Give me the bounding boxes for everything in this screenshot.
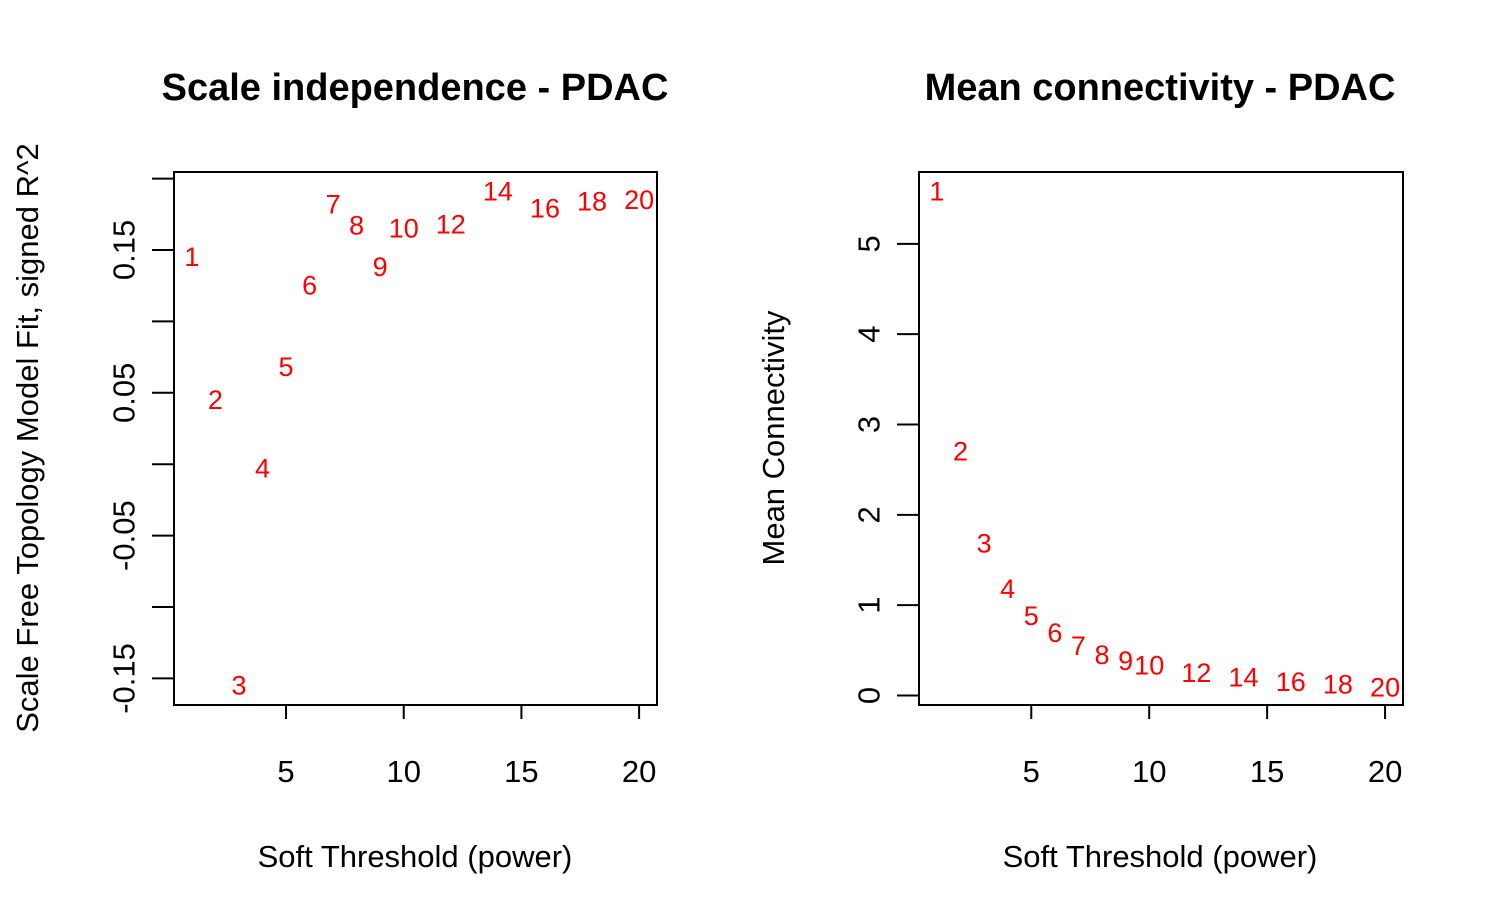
x-axis-label: Soft Threshold (power) — [258, 839, 573, 874]
data-point: 1 — [929, 176, 944, 206]
data-point: 5 — [1024, 601, 1039, 631]
data-point: 14 — [483, 176, 513, 206]
data-point: 7 — [1071, 631, 1086, 661]
x-tick-label: 15 — [1250, 754, 1284, 789]
x-tick-label: 10 — [386, 754, 420, 789]
x-axis-label: Soft Threshold (power) — [1003, 839, 1318, 874]
data-point: 3 — [977, 529, 992, 559]
data-point: 18 — [1323, 670, 1353, 700]
y-tick-label: 2 — [852, 506, 887, 523]
data-point: 3 — [231, 671, 246, 701]
y-tick-label: 0.05 — [107, 363, 142, 423]
y-axis-label: Scale Free Topology Model Fit, signed R^… — [10, 143, 45, 733]
x-tick-label: 5 — [277, 754, 294, 789]
data-point: 9 — [1118, 646, 1133, 676]
y-tick-label: 1 — [852, 597, 887, 614]
x-axis: 5 10 15 20 — [277, 704, 656, 789]
scale-independence-panel: Scale independence - PDAC Soft Threshold… — [10, 67, 668, 874]
data-point: 20 — [1370, 672, 1400, 702]
data-point: 6 — [1047, 618, 1062, 648]
plot-frame — [918, 171, 1404, 706]
x-tick-label: 20 — [1368, 754, 1402, 789]
data-point: 2 — [208, 385, 223, 415]
x-tick-label: 20 — [622, 754, 656, 789]
data-point: 14 — [1229, 662, 1259, 692]
x-tick-label: 15 — [504, 754, 538, 789]
data-point: 7 — [326, 189, 341, 219]
y-axis: -0.15 -0.05 0.05 0.15 — [107, 177, 175, 714]
data-point: 5 — [279, 352, 294, 382]
x-tick-label: 5 — [1023, 754, 1040, 789]
data-point: 2 — [953, 437, 968, 467]
data-point: 20 — [624, 185, 654, 215]
x-tick-label: 10 — [1132, 754, 1166, 789]
y-tick-label: 4 — [852, 326, 887, 343]
data-point: 12 — [436, 209, 466, 239]
plot-frame — [173, 171, 658, 706]
y-tick-label: 5 — [852, 235, 887, 252]
y-tick-label: -0.05 — [107, 500, 142, 571]
chart-title: Scale independence - PDAC — [162, 67, 669, 109]
y-tick-label: -0.15 — [107, 643, 142, 714]
data-point: 4 — [255, 453, 270, 483]
data-point: 16 — [1276, 667, 1306, 697]
data-point: 4 — [1000, 574, 1015, 604]
data-point: 1 — [184, 242, 199, 272]
data-point: 16 — [530, 194, 560, 224]
data-point: 8 — [1095, 640, 1110, 670]
data-point: 10 — [389, 214, 419, 244]
y-tick-label: 0 — [852, 687, 887, 704]
data-point: 8 — [349, 211, 364, 241]
x-axis: 5 10 15 20 — [1023, 704, 1402, 789]
y-tick-label: 3 — [852, 416, 887, 433]
data-point: 10 — [1134, 651, 1164, 681]
mean-connectivity-panel: Mean connectivity - PDAC Soft Threshold … — [756, 67, 1404, 874]
y-tick-label: 0.15 — [107, 220, 142, 280]
y-axis: 0 1 2 3 4 5 — [852, 235, 920, 704]
data-point: 9 — [373, 252, 388, 282]
y-axis-label: Mean Connectivity — [756, 310, 791, 566]
chart-title: Mean connectivity - PDAC — [925, 67, 1396, 109]
data-point: 6 — [302, 271, 317, 301]
data-point: 12 — [1181, 658, 1211, 688]
data-point: 18 — [577, 186, 607, 216]
